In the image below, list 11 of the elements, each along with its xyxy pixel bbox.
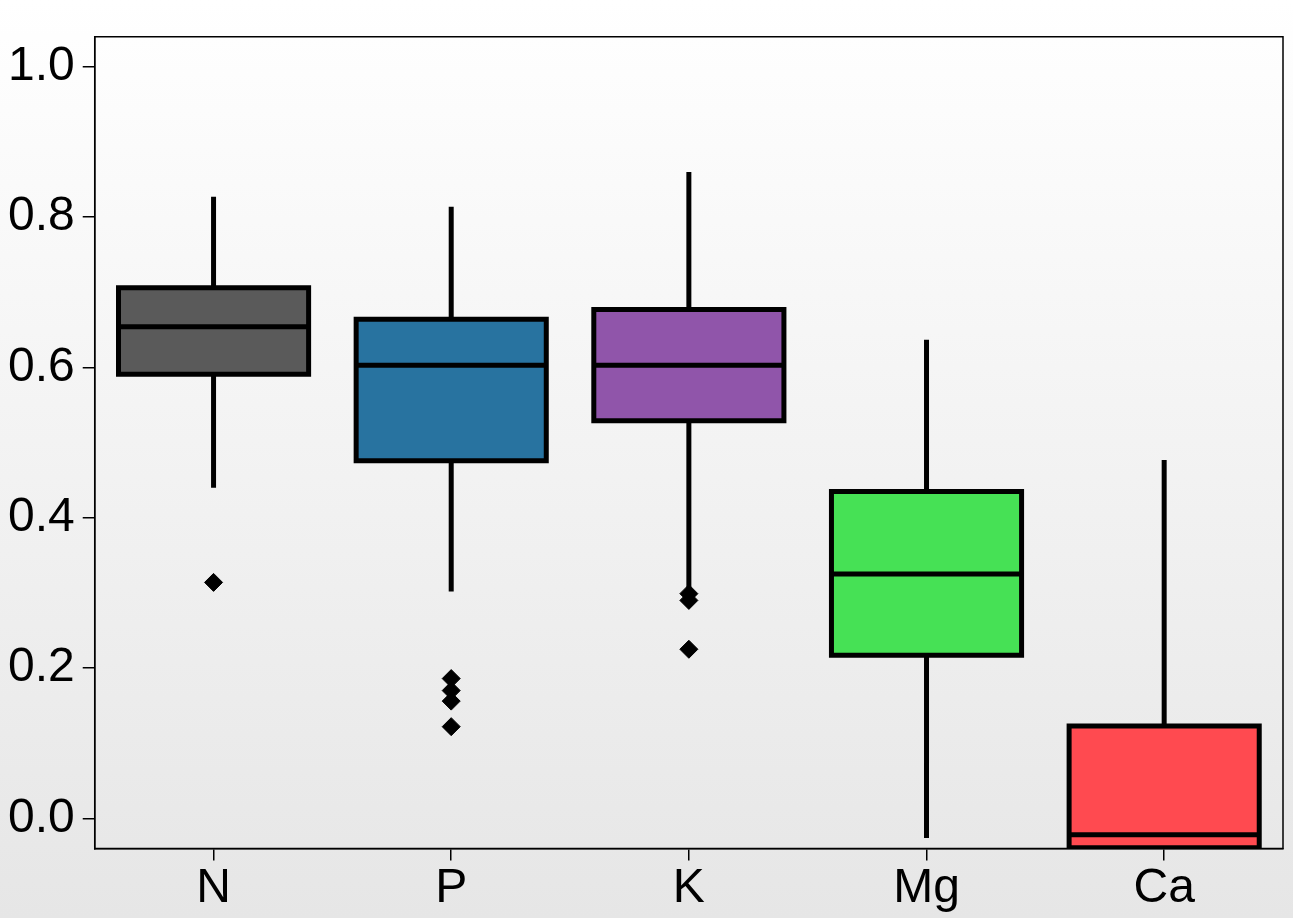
y-tick-label: 0.6 (7, 337, 75, 391)
y-tick-label: 0.2 (7, 638, 75, 692)
y-tick-label: 0.8 (7, 187, 75, 241)
y-tick-label: 1.0 (7, 37, 75, 91)
x-tick-label: N (196, 859, 231, 913)
y-tick-label: 0.0 (7, 788, 75, 842)
x-tick-label: Mg (893, 859, 960, 913)
x-tick-label: P (435, 859, 468, 913)
x-tick-label: K (672, 859, 705, 913)
x-tick-label: Ca (1133, 859, 1196, 913)
y-tick-label: 0.4 (7, 487, 75, 541)
